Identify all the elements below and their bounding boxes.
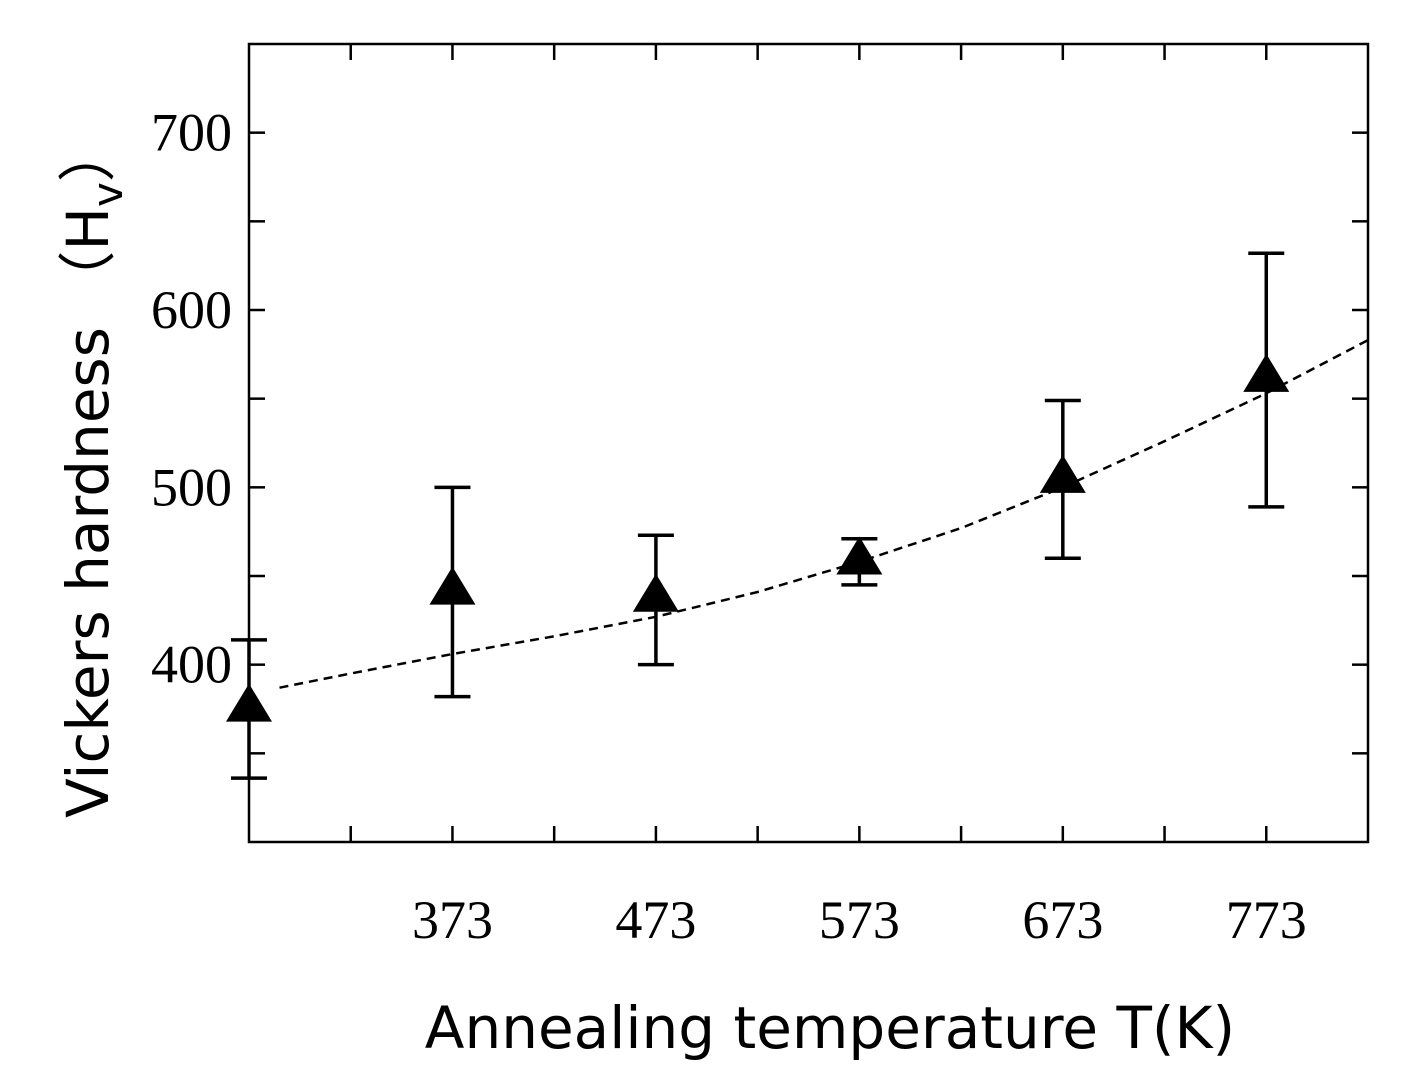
data-point [1039,398,1086,561]
y-axis-title-group: Vickers hardness （Hv） [54,124,132,818]
y-axis-title-close: ） [54,124,122,182]
x-tick-label: 673 [1022,890,1103,950]
data-point [836,536,883,587]
fit-curve-dashed [279,338,1369,689]
data-point [226,638,272,780]
data-point [632,533,679,667]
triangle-marker [226,683,272,722]
x-tick-label: 473 [615,890,696,950]
axes-layer [247,42,1370,844]
triangle-marker [1039,454,1086,493]
x-tick-label: 773 [1226,890,1307,950]
data-point [429,485,476,699]
x-tick-label: 573 [819,890,900,950]
plot-frame [247,42,1370,844]
y-tick-label: 600 [151,280,232,340]
tick-labels-layer: 373 473 573 673 773 400 500 600 700 [151,103,1307,950]
y-axis-title-main: Vickers hardness （H [54,207,122,818]
triangle-marker [429,566,476,605]
triangle-marker [836,536,883,575]
data-layer [226,251,1290,780]
y-tick-label: 500 [151,457,232,517]
fit-layer [279,338,1369,689]
data-point [1243,251,1290,509]
triangle-marker [632,573,679,612]
x-axis-title: Annealing temperature T(K) [425,994,1235,1062]
x-tick-label: 373 [412,890,493,950]
y-axis-title: Vickers hardness （Hv） [54,124,132,818]
y-axis-title-subscript: v [83,182,132,207]
y-tick-label: 400 [151,635,232,695]
y-tick-label: 700 [151,103,232,163]
triangle-marker [1243,353,1290,392]
